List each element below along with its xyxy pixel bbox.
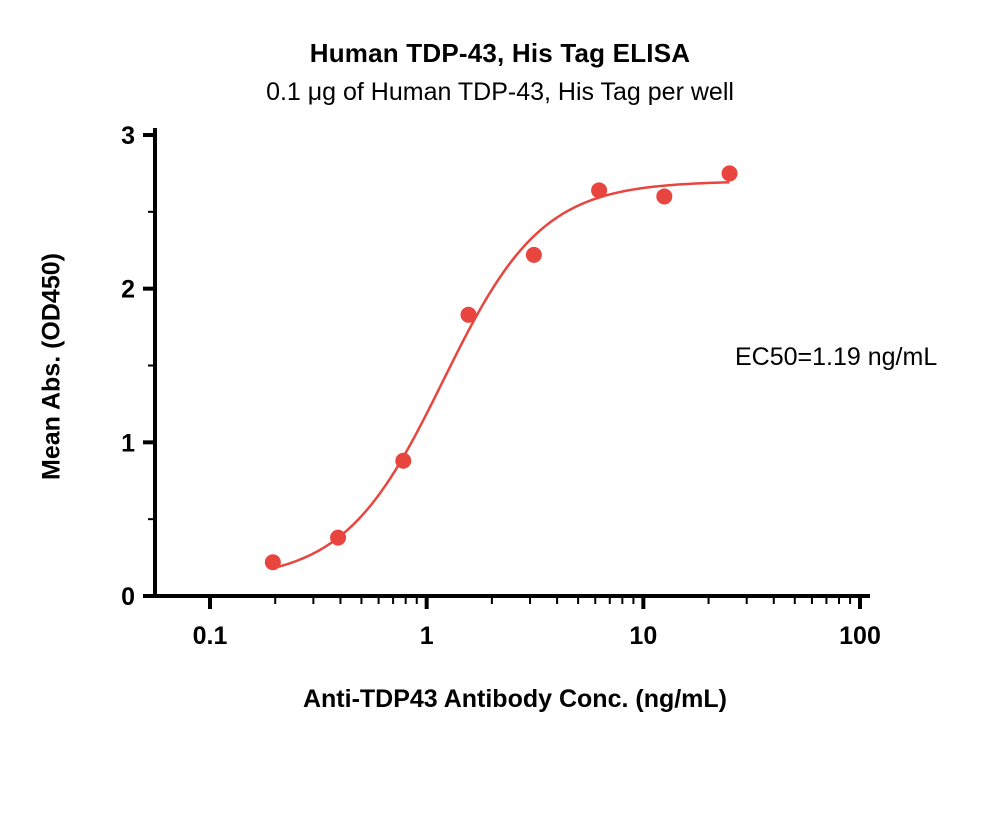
chart-subtitle: 0.1 μg of Human TDP-43, His Tag per well	[266, 78, 734, 106]
data-point	[395, 452, 412, 469]
y-tick-label: 1	[121, 429, 135, 457]
data-point	[525, 246, 542, 263]
y-tick-label: 3	[121, 122, 135, 150]
y-tick-label: 2	[121, 276, 135, 304]
x-tick-label: 100	[839, 622, 881, 650]
fit-curve	[272, 181, 730, 570]
x-tick-label: 10	[629, 622, 657, 650]
x-tick-label: 1	[420, 622, 434, 650]
data-point	[330, 529, 347, 546]
data-point	[264, 554, 281, 571]
chart-title: Human TDP-43, His Tag ELISA	[309, 38, 691, 68]
data-point	[591, 182, 608, 199]
data-point	[721, 165, 738, 182]
x-tick-label: 0.1	[193, 622, 228, 650]
ec50-annotation: EC50=1.19 ng/mL	[735, 343, 938, 371]
data-point	[460, 306, 477, 323]
y-tick-label: 0	[121, 583, 135, 611]
x-axis-title: Anti-TDP43 Antibody Conc. (ng/mL)	[302, 685, 728, 713]
data-point	[656, 188, 673, 205]
